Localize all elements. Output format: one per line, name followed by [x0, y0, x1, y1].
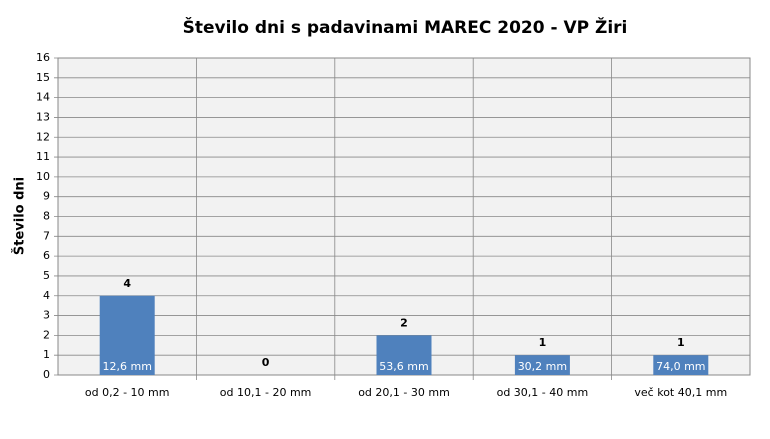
y-tick-label: 16: [36, 51, 50, 64]
y-tick-label: 13: [36, 110, 50, 123]
x-tick-label: več kot 40,1 mm: [634, 386, 727, 399]
y-tick-label: 15: [36, 71, 50, 84]
value-label: 0: [262, 356, 270, 369]
y-tick-label: 11: [36, 150, 50, 163]
y-tick-label: 10: [36, 170, 50, 183]
x-tick-label: od 30,1 - 40 mm: [497, 386, 589, 399]
value-label: 1: [539, 336, 547, 349]
x-tick-label: od 0,2 - 10 mm: [85, 386, 170, 399]
y-axis-title: Število dni: [12, 177, 28, 255]
chart-title: Število dni s padavinami MAREC 2020 - VP…: [183, 16, 628, 38]
bar: [514, 355, 570, 375]
y-tick-label: 0: [43, 368, 50, 381]
bar-annotation: 53,6 mm: [379, 360, 428, 373]
y-tick-label: 8: [43, 210, 50, 223]
bar-annotation: 12,6 mm: [102, 360, 151, 373]
x-tick-label: od 10,1 - 20 mm: [220, 386, 312, 399]
y-tick-label: 5: [43, 269, 50, 282]
bar-annotation: 74,0 mm: [656, 360, 705, 373]
x-tick-label: od 20,1 - 30 mm: [358, 386, 450, 399]
value-label: 2: [400, 316, 408, 329]
y-tick-label: 6: [43, 249, 50, 262]
y-tick-label: 1: [43, 348, 50, 361]
y-tick-label: 7: [43, 229, 50, 242]
y-tick-label: 12: [36, 130, 50, 143]
y-tick-label: 3: [43, 309, 50, 322]
bar: [376, 335, 432, 375]
value-label: 1: [677, 336, 685, 349]
y-tick-label: 2: [43, 328, 50, 341]
bar: [653, 355, 709, 375]
y-tick-label: 9: [43, 190, 50, 203]
y-tick-label: 14: [36, 91, 50, 104]
y-tick-label: 4: [43, 289, 50, 302]
bar: [99, 295, 155, 375]
bar-annotation: 30,2 mm: [518, 360, 567, 373]
value-label: 4: [123, 277, 131, 290]
